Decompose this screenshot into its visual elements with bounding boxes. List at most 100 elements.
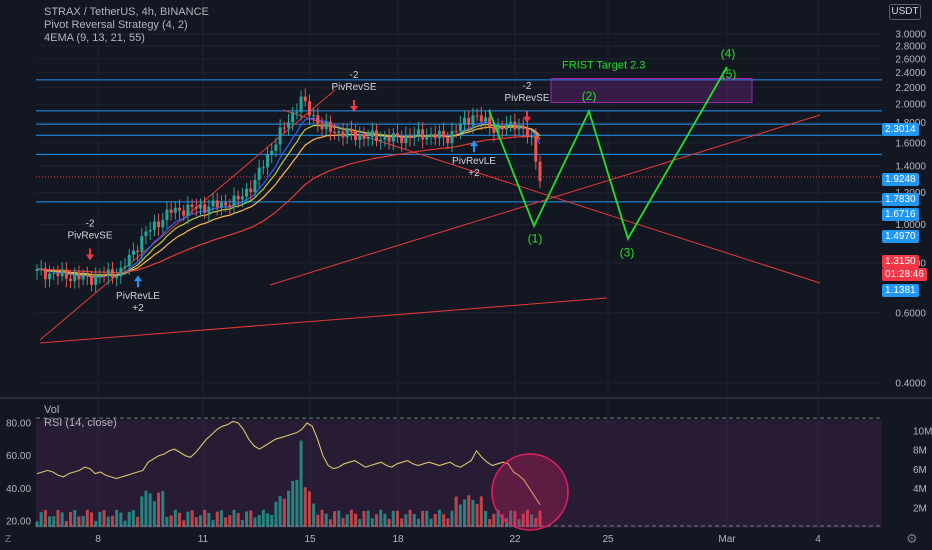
timezone-icon[interactable]: Z (5, 534, 12, 545)
rsi-line (36, 417, 882, 527)
price-tick-label: 2.2000 (895, 83, 926, 94)
candle-body (458, 124, 462, 132)
currency-button[interactable]: USDT (889, 4, 921, 20)
price-tick-label: 2.8000 (895, 41, 926, 52)
volume-bar (119, 512, 123, 527)
candle-body (102, 274, 106, 277)
volume-bar (144, 490, 148, 527)
candle-body (43, 268, 47, 280)
candle-body (446, 137, 450, 144)
volume-bar (454, 496, 458, 527)
volume-bar (307, 491, 311, 527)
volume-bar (35, 521, 39, 527)
volume-bar (266, 513, 270, 527)
candle-body (73, 273, 77, 281)
gear-icon[interactable]: ⚙ (906, 531, 918, 546)
volume-bar (190, 510, 194, 527)
price-tick-label: 2.0000 (895, 100, 926, 111)
volume-bars (35, 440, 542, 527)
volume-bar (395, 510, 399, 527)
candle-body (56, 273, 60, 277)
candle-body (517, 125, 521, 130)
vol-label[interactable]: Vol (44, 404, 60, 416)
volume-bar (232, 509, 236, 527)
trend-lines (39, 89, 821, 344)
candle-body (278, 127, 282, 145)
volume-bar (492, 513, 496, 527)
candle-body (35, 269, 39, 271)
price-tag-3: 1.7830 (882, 193, 919, 206)
candle-body (320, 124, 324, 130)
candle-body (240, 196, 244, 200)
volume-bar (484, 511, 488, 527)
candle-body (165, 209, 169, 221)
time-tick-label: 11 (198, 534, 209, 545)
pivot-label: PivRevSE (331, 82, 376, 93)
candle-body (127, 254, 131, 267)
volume-bar (249, 510, 253, 527)
candle-body (333, 131, 337, 134)
indicator-4ema[interactable]: 4EMA (9, 13, 21, 55) (44, 32, 145, 44)
volume-bar (349, 509, 353, 527)
volume-bar (421, 510, 425, 527)
candle-body (115, 276, 119, 278)
volume-bar (140, 496, 144, 527)
volume-bar (446, 518, 450, 527)
rsi-tick-label: 80.00 (6, 419, 31, 430)
candle-body (437, 130, 441, 139)
volume-bar (366, 510, 370, 527)
volume-tick-label: 6M (913, 465, 927, 476)
volume-bar (425, 510, 429, 527)
volume-bar (513, 511, 517, 527)
volume-bar (345, 514, 349, 527)
candle-body (400, 136, 404, 143)
wave-label: (4) (721, 46, 736, 60)
rsi-tick-label: 40.00 (6, 484, 31, 495)
volume-bar (224, 517, 228, 527)
candle-body (416, 129, 420, 135)
price-tag-4: 1.6716 (882, 208, 919, 221)
candle-body (463, 117, 467, 125)
symbol-title[interactable]: STRAX / TetherUS, 4h, BINANCE (44, 6, 209, 18)
candle-body (274, 144, 278, 151)
volume-bar (257, 514, 261, 527)
rsi-label[interactable]: RSI (14, close) (44, 417, 117, 429)
volume-bar (416, 518, 420, 527)
candle-body (488, 117, 492, 128)
volume-bar (115, 509, 119, 527)
volume-bar (437, 509, 441, 527)
candle-body (395, 133, 399, 137)
candle-body (475, 115, 479, 117)
volume-bar (328, 519, 332, 527)
volume-bar (236, 513, 240, 527)
candle-body (287, 122, 290, 128)
rsi-tick-label: 60.00 (6, 451, 31, 462)
candle-body (404, 134, 408, 143)
candle-body (257, 167, 261, 180)
candle-body (375, 130, 379, 142)
pivot-qty: +2 (132, 303, 144, 314)
candle-body (492, 127, 496, 133)
arrow-down-icon (86, 248, 94, 261)
candle-body (500, 126, 504, 130)
wave-label: (2) (582, 89, 597, 103)
volume-bar (219, 510, 223, 527)
volume-bar (43, 510, 47, 527)
price-tick-label: 2.4000 (895, 68, 926, 79)
volume-bar (85, 509, 89, 527)
candles (35, 88, 542, 293)
candle-body (450, 130, 454, 144)
candle-body (425, 136, 429, 140)
pivot-label: PivRevLE (116, 291, 160, 302)
volume-bar (73, 510, 77, 527)
volume-bar (228, 515, 232, 527)
candle-body (479, 115, 483, 122)
candle-body (106, 269, 110, 277)
indicator-pivot-reversal[interactable]: Pivot Reversal Strategy (4, 2) (44, 19, 188, 31)
candle-body (337, 131, 341, 134)
volume-bar (299, 440, 303, 527)
volume-bar (496, 509, 500, 527)
candle-body (521, 125, 525, 129)
target-zone: FRIST Target 2.3 (550, 60, 753, 104)
